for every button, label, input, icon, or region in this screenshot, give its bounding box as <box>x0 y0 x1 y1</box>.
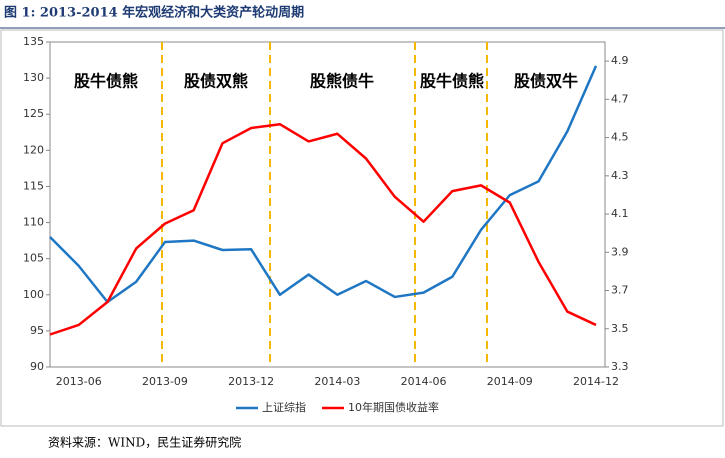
annotation: 股熊债牛 <box>310 72 374 91</box>
period-dividers <box>161 42 488 367</box>
legend-label: 10年期国债收益率 <box>348 400 439 414</box>
series-line <box>49 65 598 304</box>
y-tick-label: 100 <box>23 288 44 301</box>
annotation: 股债双牛 <box>514 72 578 91</box>
y2-tick-label: 4.1 <box>611 207 629 220</box>
plot-area <box>49 41 606 368</box>
x-tick-label: 2014-09 <box>487 375 533 388</box>
y-tick-label: 135 <box>23 35 44 48</box>
y-tick-label: 130 <box>23 71 44 84</box>
y2-tick-label: 3.7 <box>611 284 629 297</box>
x-tick-label: 2013-12 <box>228 375 274 388</box>
x-tick-label: 2014-06 <box>401 375 447 388</box>
y2-tick-label: 3.9 <box>611 245 629 258</box>
y-tick-label: 95 <box>30 324 44 337</box>
annotation: 股债双熊 <box>184 72 248 91</box>
y-tick-label: 115 <box>23 179 44 192</box>
annotation: 股牛债熊 <box>74 72 138 91</box>
y-tick-label: 125 <box>23 107 44 120</box>
y-tick-label: 110 <box>23 216 44 229</box>
x-tick-label: 2013-06 <box>56 375 102 388</box>
annotation: 股牛债熊 <box>420 72 484 91</box>
y2-tick-label: 4.9 <box>611 54 629 67</box>
y2-tick-label: 3.5 <box>611 322 629 335</box>
chart-title: 图 1: 2013-2014 年宏观经济和大类资产轮动周期 <box>4 5 304 21</box>
y2-tick-label: 4.7 <box>611 92 629 105</box>
y2-tick-label: 4.3 <box>611 169 629 182</box>
y2-tick-label: 4.5 <box>611 131 629 144</box>
y-tick-label: 90 <box>30 360 44 373</box>
x-tick-label: 2014-03 <box>314 375 360 388</box>
legend-label: 上证综指 <box>262 400 306 414</box>
y2-tick-label: 3.3 <box>611 360 629 373</box>
x-tick-label: 2013-09 <box>142 375 188 388</box>
x-tick-label: 2014-12 <box>573 375 619 388</box>
chart-frame <box>0 29 724 427</box>
source-note: 资料来源：WIND，民生证券研究院 <box>48 435 241 450</box>
series-line <box>49 122 597 336</box>
y-tick-label: 120 <box>23 143 44 156</box>
y-tick-label: 105 <box>23 252 44 265</box>
